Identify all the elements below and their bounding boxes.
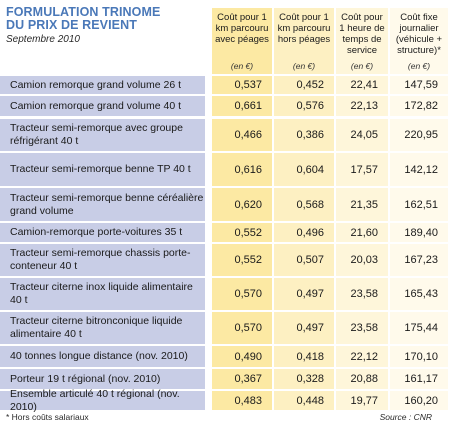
row-label: Ensemble articulé 40 t régional (nov. 20… bbox=[0, 388, 205, 413]
row-label: Tracteur semi-remorque benne céréalière … bbox=[0, 188, 205, 221]
table-row: Camion-remorque porte-voitures 35 t 0,552… bbox=[0, 223, 450, 242]
table-cell-col-3: 21,35 bbox=[336, 188, 388, 221]
column-header-1: Coût pour 1 km parcouru avec péages bbox=[212, 8, 272, 74]
table-cell-col-3: 22,12 bbox=[336, 346, 388, 367]
table-cell-col-4: 160,20 bbox=[390, 391, 448, 410]
table-cell-col-4: 170,10 bbox=[390, 346, 448, 367]
table-cell-col-1: 0,620 bbox=[212, 188, 272, 221]
table-cell-col-3: 20,03 bbox=[336, 244, 388, 276]
table-cell-col-3: 17,57 bbox=[336, 153, 388, 186]
table-cell-col-4: 220,95 bbox=[390, 119, 448, 151]
table-row: Tracteur semi-remorque benne céréalière … bbox=[0, 188, 450, 221]
column-header-3: Coût pour 1 heure de temps de service bbox=[336, 8, 388, 74]
table-row: Tracteur citerne bitronconique liquide a… bbox=[0, 312, 450, 344]
table-cell-col-2: 0,568 bbox=[274, 188, 334, 221]
row-label: Camion-remorque porte-voitures 35 t bbox=[0, 223, 205, 242]
table-cell-col-4: 167,23 bbox=[390, 244, 448, 276]
table-cell-col-3: 22,13 bbox=[336, 96, 388, 116]
row-label: Tracteur semi-remorque chassis porte-con… bbox=[0, 244, 205, 276]
table-cell-col-2: 0,496 bbox=[274, 223, 334, 242]
table-cell-col-1: 0,552 bbox=[212, 244, 272, 276]
table-cell-col-4: 189,40 bbox=[390, 223, 448, 242]
row-label: Tracteur citerne inox liquide alimentair… bbox=[0, 278, 205, 310]
row-label: 40 tonnes longue distance (nov. 2010) bbox=[0, 346, 205, 367]
table-cell-col-4: 162,51 bbox=[390, 188, 448, 221]
table-cell-col-2: 0,452 bbox=[274, 76, 334, 94]
table-cell-col-3: 24,05 bbox=[336, 119, 388, 151]
table-cell-col-4: 161,17 bbox=[390, 369, 448, 389]
row-label: Porteur 19 t régional (nov. 2010) bbox=[0, 369, 205, 389]
table-cell-col-2: 0,507 bbox=[274, 244, 334, 276]
table-row: Camion remorque grand volume 40 t 0,661 0,… bbox=[0, 96, 450, 116]
row-label: Camion remorque grand volume 26 t bbox=[0, 76, 205, 94]
table-cell-col-3: 19,77 bbox=[336, 391, 388, 410]
column-header-2: Coût pour 1 km parcouru hors péages bbox=[274, 8, 334, 74]
table-cell-col-3: 23,58 bbox=[336, 278, 388, 310]
table-cell-col-3: 20,88 bbox=[336, 369, 388, 389]
table-cell-col-1: 0,490 bbox=[212, 346, 272, 367]
table-cell-col-1: 0,570 bbox=[212, 312, 272, 344]
table-cell-col-4: 142,12 bbox=[390, 153, 448, 186]
column-unit-1: (en €) bbox=[230, 61, 254, 71]
column-unit-4: (en €) bbox=[407, 61, 431, 71]
column-unit-3: (en €) bbox=[350, 61, 374, 71]
table-row: Tracteur citerne inox liquide alimentair… bbox=[0, 278, 450, 310]
table-cell-col-3: 23,58 bbox=[336, 312, 388, 344]
table-cell-col-1: 0,466 bbox=[212, 119, 272, 151]
row-label: Camion remorque grand volume 40 t bbox=[0, 96, 205, 116]
table-cell-col-4: 165,43 bbox=[390, 278, 448, 310]
table-cell-col-4: 175,44 bbox=[390, 312, 448, 344]
table-cell-col-2: 0,448 bbox=[274, 391, 334, 410]
source-note: Source : CNR bbox=[379, 412, 432, 422]
table-row: Porteur 19 t régional (nov. 2010) 0,367 0,… bbox=[0, 369, 450, 389]
row-label: Tracteur citerne bitronconique liquide a… bbox=[0, 312, 205, 344]
table-cell-col-1: 0,616 bbox=[212, 153, 272, 186]
table-cell-col-1: 0,483 bbox=[212, 391, 272, 410]
title-line-1: FORMULATION TRINOME bbox=[6, 5, 161, 19]
table-cell-col-2: 0,497 bbox=[274, 312, 334, 344]
table-row: Tracteur semi-remorque avec groupe réfri… bbox=[0, 119, 450, 151]
table-row: Tracteur semi-remorque benne TP 40 t 0,61… bbox=[0, 153, 450, 186]
table-cell-col-3: 22,41 bbox=[336, 76, 388, 94]
footnote: * Hors coûts salariaux bbox=[6, 412, 89, 422]
row-label: Tracteur semi-remorque avec groupe réfri… bbox=[0, 119, 205, 151]
table-cell-col-2: 0,418 bbox=[274, 346, 334, 367]
table-cell-col-3: 21,60 bbox=[336, 223, 388, 242]
table-cell-col-2: 0,328 bbox=[274, 369, 334, 389]
table-row: Camion remorque grand volume 26 t 0,537 0,… bbox=[0, 76, 450, 94]
column-header-4: Coût fixe journalier (véhicule + structu… bbox=[390, 8, 448, 74]
table-cell-col-1: 0,367 bbox=[212, 369, 272, 389]
column-unit-2: (en €) bbox=[292, 61, 316, 71]
table-cell-col-2: 0,497 bbox=[274, 278, 334, 310]
table-row: 40 tonnes longue distance (nov. 2010) 0,4… bbox=[0, 346, 450, 367]
table-cell-col-2: 0,576 bbox=[274, 96, 334, 116]
row-label: Tracteur semi-remorque benne TP 40 t bbox=[0, 153, 205, 186]
table-cell-col-2: 0,604 bbox=[274, 153, 334, 186]
table-cell-col-1: 0,537 bbox=[212, 76, 272, 94]
subtitle: Septembre 2010 bbox=[6, 34, 80, 45]
title-block: FORMULATION TRINOME DU PRIX DE REVIENT S… bbox=[6, 5, 206, 46]
table-row: Tracteur semi-remorque chassis porte-con… bbox=[0, 244, 450, 276]
table-cell-col-2: 0,386 bbox=[274, 119, 334, 151]
table-cell-col-4: 172,82 bbox=[390, 96, 448, 116]
table-cell-col-1: 0,661 bbox=[212, 96, 272, 116]
table-cell-col-1: 0,552 bbox=[212, 223, 272, 242]
table-row: Ensemble articulé 40 t régional (nov. 20… bbox=[0, 388, 450, 413]
table-cell-col-1: 0,570 bbox=[212, 278, 272, 310]
title-line-2: DU PRIX DE REVIENT bbox=[6, 18, 137, 32]
table-cell-col-4: 147,59 bbox=[390, 76, 448, 94]
